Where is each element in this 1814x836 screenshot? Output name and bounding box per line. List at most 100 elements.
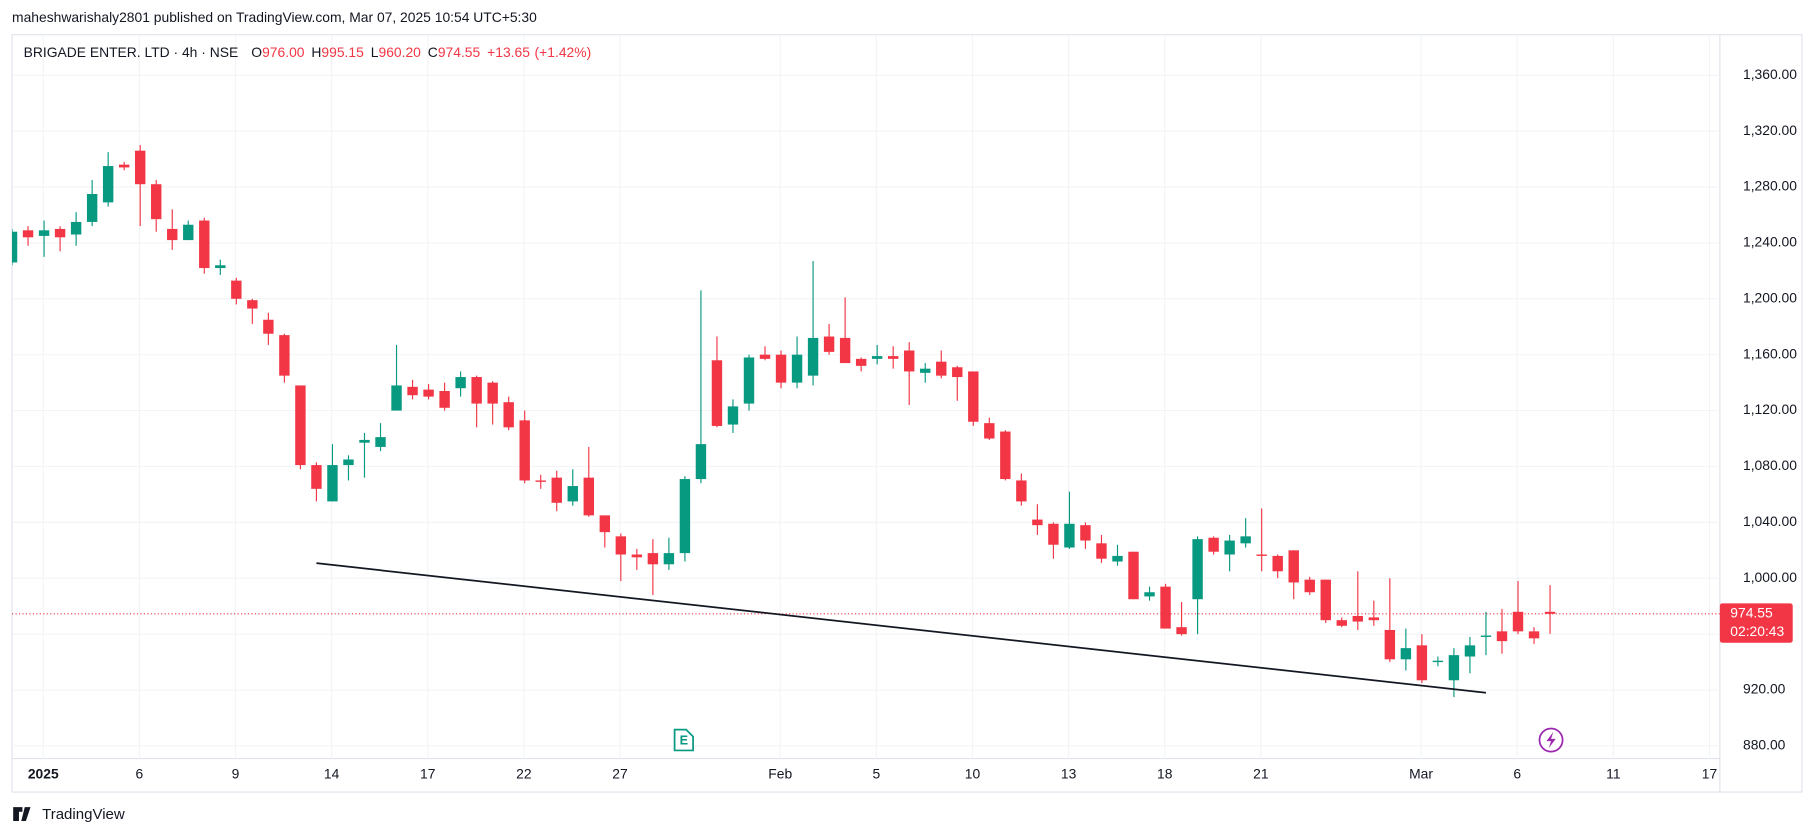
candle-body [327, 465, 338, 502]
candle-body [1000, 431, 1011, 480]
candle-body [183, 224, 194, 241]
candle-body [823, 336, 835, 352]
x-tick-label: 17 [1702, 765, 1718, 781]
candle-body [1096, 543, 1107, 559]
candle-body [455, 377, 466, 389]
candle-body [38, 230, 50, 236]
candle-body [743, 357, 755, 404]
candle-body [1240, 536, 1251, 544]
y-tick-label: 1,080.00 [1743, 457, 1797, 473]
candle-body [535, 480, 546, 482]
candle-body [519, 420, 530, 481]
candle-body [1128, 551, 1139, 600]
candle-body [1528, 631, 1540, 639]
candle-body [1304, 579, 1315, 593]
candle-body [1368, 617, 1380, 621]
candle-body [1160, 586, 1171, 629]
x-tick-label: Mar [1409, 765, 1433, 781]
candle-body [439, 391, 450, 408]
candle-body [407, 386, 418, 396]
x-tick-label: 18 [1157, 765, 1173, 781]
svg-text:E: E [680, 733, 688, 748]
candle-body [583, 477, 594, 516]
candle-body [343, 459, 354, 466]
candle-body [487, 382, 498, 404]
candle-body [1176, 627, 1187, 635]
candle-body [1448, 655, 1460, 681]
candle-body [647, 553, 659, 565]
y-tick-label: 1,200.00 [1743, 289, 1797, 305]
candle-body [1144, 592, 1155, 597]
legend-value: 995.15 [321, 44, 364, 60]
candle-body [70, 221, 82, 235]
x-tick-label: 22 [516, 765, 532, 781]
candle-body [871, 356, 883, 359]
y-tick-label: 920.00 [1743, 681, 1786, 697]
candle-body [984, 423, 995, 439]
legend-change-percent: (+1.42%) [535, 44, 592, 60]
candle-body [711, 360, 723, 426]
candle-body [615, 536, 627, 555]
candle-body [359, 439, 370, 443]
candle-body [12, 231, 18, 263]
candle-body [1208, 537, 1219, 552]
candle-body [1544, 611, 1556, 614]
candle-body [1496, 631, 1508, 642]
candle-body [471, 377, 482, 404]
candle-body [279, 335, 290, 376]
logo: TradingView [13, 806, 125, 823]
candle-body [759, 354, 771, 359]
candle-body [968, 371, 979, 422]
candle-body [22, 230, 34, 238]
legend-change: +13.65 [487, 44, 530, 60]
candle-body [695, 444, 707, 480]
legend-value: 974.55 [438, 44, 481, 60]
x-tick-label: 11 [1606, 765, 1621, 781]
y-tick-label: 1,360.00 [1743, 66, 1797, 82]
x-tick-label: Feb [768, 765, 792, 781]
y-tick-label: 1,280.00 [1743, 178, 1797, 194]
candle-body [54, 228, 66, 238]
candle-body [102, 166, 114, 203]
candle-body [1320, 579, 1331, 621]
y-tick-label: 1,000.00 [1743, 569, 1797, 585]
logo-text: TradingView [42, 806, 125, 823]
y-tick-label: 1,240.00 [1743, 234, 1797, 250]
candle-body [839, 337, 851, 364]
candle-body [1416, 645, 1428, 681]
candle-body [1256, 554, 1267, 556]
candle-body [134, 150, 146, 185]
candle-body [727, 406, 739, 425]
candle-body [663, 553, 675, 565]
candle-body [1064, 523, 1075, 548]
candle-body [1016, 480, 1027, 502]
candle-body [86, 193, 98, 222]
y-tick-label: 1,160.00 [1743, 345, 1797, 361]
symbol-title: BRIGADE ENTER. LTD · 4h · NSE [24, 44, 239, 60]
x-tick-label: 9 [232, 765, 240, 781]
x-tick-label: 13 [1061, 765, 1077, 781]
legend-key: O [251, 44, 262, 60]
candle-body [167, 228, 178, 241]
candle-body [807, 337, 819, 376]
legend: BRIGADE ENTER. LTD · 4h · NSE O976.00 H99… [24, 44, 592, 60]
candle-body [1080, 525, 1091, 541]
candle-body [1048, 523, 1059, 545]
candle-body [791, 354, 803, 383]
dividend-icon [1538, 727, 1564, 753]
candle-body [936, 361, 947, 376]
x-tick-label: 10 [965, 765, 981, 781]
candle-body [215, 265, 226, 269]
candle-body [1400, 648, 1412, 660]
countdown: 02:20:43 [1730, 623, 1784, 639]
candle-body [1224, 540, 1235, 555]
candle-body [567, 486, 578, 502]
candle-body [118, 164, 130, 168]
chart-frame [11, 34, 1803, 793]
candle-body [263, 319, 274, 334]
x-tick-label: 27 [612, 765, 628, 781]
candle-body [1352, 615, 1364, 622]
candle-body [1384, 629, 1396, 660]
legend-value: 960.20 [378, 44, 421, 60]
